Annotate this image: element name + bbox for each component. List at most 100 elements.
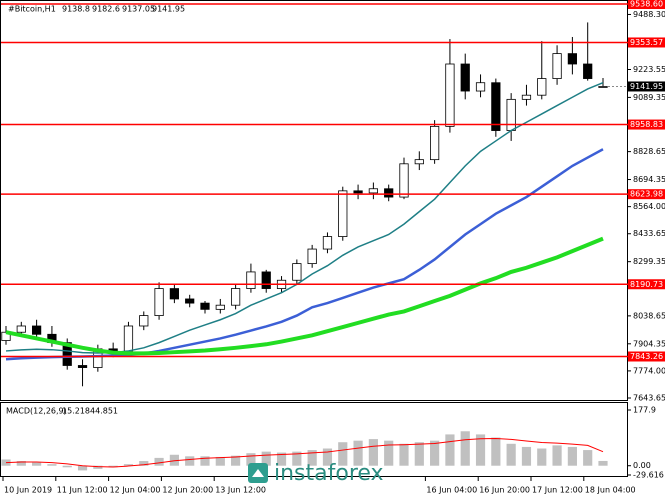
candle-body bbox=[169, 288, 179, 300]
x-tick-label: 11 Jun 12:00 bbox=[57, 486, 108, 495]
macd-histogram-bar bbox=[460, 431, 470, 466]
macd-y-tick-label: 0.00 bbox=[633, 461, 651, 470]
candle-body bbox=[598, 86, 608, 88]
macd-title: MACD(12,26,9) bbox=[6, 407, 67, 416]
candle-body bbox=[521, 94, 532, 100]
macd-histogram-bar bbox=[445, 434, 455, 466]
header-close: 9141.95 bbox=[152, 5, 185, 14]
macd-histogram-bar bbox=[276, 452, 287, 466]
candle-body bbox=[139, 315, 149, 327]
y-tick-label: 9223.55 bbox=[633, 65, 665, 74]
candle-body bbox=[399, 163, 409, 198]
candle-body bbox=[537, 78, 547, 96]
header-high: 9182.6 bbox=[92, 5, 120, 14]
x-tick-label: 12 Jun 04:00 bbox=[110, 486, 161, 495]
macd-frame bbox=[0, 402, 628, 477]
macd-histogram-bar bbox=[491, 437, 501, 466]
current-price-box bbox=[628, 81, 665, 92]
candle-body bbox=[261, 271, 271, 289]
macd-histogram-bar bbox=[475, 434, 486, 466]
macd-histogram-bar bbox=[384, 440, 394, 466]
candle-body bbox=[353, 190, 363, 194]
macd-histogram-bar bbox=[322, 448, 333, 466]
watermark-logo-mark bbox=[252, 469, 264, 477]
candle-body bbox=[552, 53, 562, 79]
level-label-box bbox=[628, 119, 665, 130]
candle-body bbox=[32, 325, 42, 335]
x-tick-label: 16 Jun 20:00 bbox=[479, 486, 530, 495]
candle-body bbox=[307, 248, 317, 265]
candle-body bbox=[567, 53, 577, 65]
macd-histogram-bar bbox=[231, 455, 241, 466]
macd-histogram-bar bbox=[537, 448, 547, 466]
candle-body bbox=[506, 98, 516, 131]
macd-histogram-bar bbox=[93, 465, 103, 469]
level-label: 8623.98 bbox=[630, 190, 663, 199]
macd-histogram-bar bbox=[62, 465, 72, 468]
candle-body bbox=[430, 125, 440, 161]
moving-average bbox=[5, 236, 604, 356]
header-low: 9137.05 bbox=[122, 5, 155, 14]
watermark: instaforex bbox=[248, 461, 384, 486]
macd-histogram-bar bbox=[32, 462, 42, 466]
macd-histogram-bar bbox=[123, 464, 134, 466]
candle-body bbox=[292, 263, 302, 281]
y-tick-label: 7643.65 bbox=[633, 394, 665, 403]
x-tick-label: 10 Jun 2019 bbox=[4, 486, 52, 495]
macd-histogram-bar bbox=[77, 465, 88, 471]
candle-body bbox=[445, 63, 455, 127]
y-tick-label: 7774.00 bbox=[633, 366, 665, 375]
candle-body bbox=[384, 188, 394, 198]
y-tick-label: 8433.65 bbox=[633, 229, 665, 238]
y-tick-label: 8038.65 bbox=[633, 311, 665, 320]
level-label-box bbox=[628, 0, 665, 9]
x-tick-label: 13 Jun 12:00 bbox=[215, 486, 266, 495]
level-label: 7843.26 bbox=[630, 352, 663, 361]
main-frame bbox=[0, 0, 628, 401]
macd-histogram-bar bbox=[215, 456, 225, 466]
candle-body bbox=[338, 190, 348, 237]
candle-body bbox=[583, 63, 593, 79]
level-label: 9538.60 bbox=[630, 0, 663, 9]
candle-body bbox=[246, 271, 256, 289]
macd-signal-line bbox=[5, 437, 604, 468]
level-label: 9353.57 bbox=[630, 38, 663, 47]
candle-body bbox=[475, 82, 486, 92]
macd-histogram-bar bbox=[414, 442, 424, 466]
macd-histogram-bar bbox=[506, 443, 516, 466]
macd-histogram-bar bbox=[338, 442, 348, 466]
macd-histogram-bar bbox=[154, 457, 164, 466]
chart-title: #Bitcoin,H1 bbox=[8, 5, 56, 14]
level-label: 8958.83 bbox=[630, 120, 663, 129]
macd-signal-value: 44.851 bbox=[90, 407, 118, 416]
macd-histogram-bar bbox=[598, 460, 608, 466]
macd-histogram-bar bbox=[307, 450, 317, 466]
macd-histogram-bar bbox=[399, 443, 409, 466]
macd-histogram-bar bbox=[567, 446, 577, 466]
candle-body bbox=[200, 302, 210, 310]
candle-body bbox=[215, 304, 225, 310]
macd-hist-value: 15.218 bbox=[62, 407, 90, 416]
candle-body bbox=[154, 288, 164, 316]
y-tick-label: 8694.35 bbox=[633, 175, 665, 184]
current-price-label: 9141.95 bbox=[630, 82, 663, 91]
header-open: 9138.8 bbox=[62, 5, 90, 14]
macd-histogram-bar bbox=[521, 446, 532, 466]
candle-body bbox=[414, 159, 424, 165]
candle-body bbox=[77, 365, 88, 368]
macd-y-tick-label: 177.9 bbox=[633, 406, 656, 415]
watermark-text: instaforex bbox=[274, 461, 384, 486]
level-label-box bbox=[628, 37, 665, 48]
x-tick-label: 17 Jun 12:00 bbox=[532, 486, 583, 495]
candle-body bbox=[231, 288, 241, 306]
y-tick-label: 8564.00 bbox=[633, 202, 665, 211]
y-tick-label: 8299.35 bbox=[633, 257, 665, 266]
macd-histogram-bar bbox=[16, 461, 26, 466]
macd-y-tick-label: -29.616 bbox=[633, 471, 664, 480]
macd-histogram-bar bbox=[430, 440, 440, 466]
candle-body bbox=[368, 188, 378, 194]
macd-histogram-bar bbox=[139, 461, 149, 466]
y-tick-label: 9488.30 bbox=[633, 10, 665, 19]
level-label: 8190.73 bbox=[630, 280, 663, 289]
